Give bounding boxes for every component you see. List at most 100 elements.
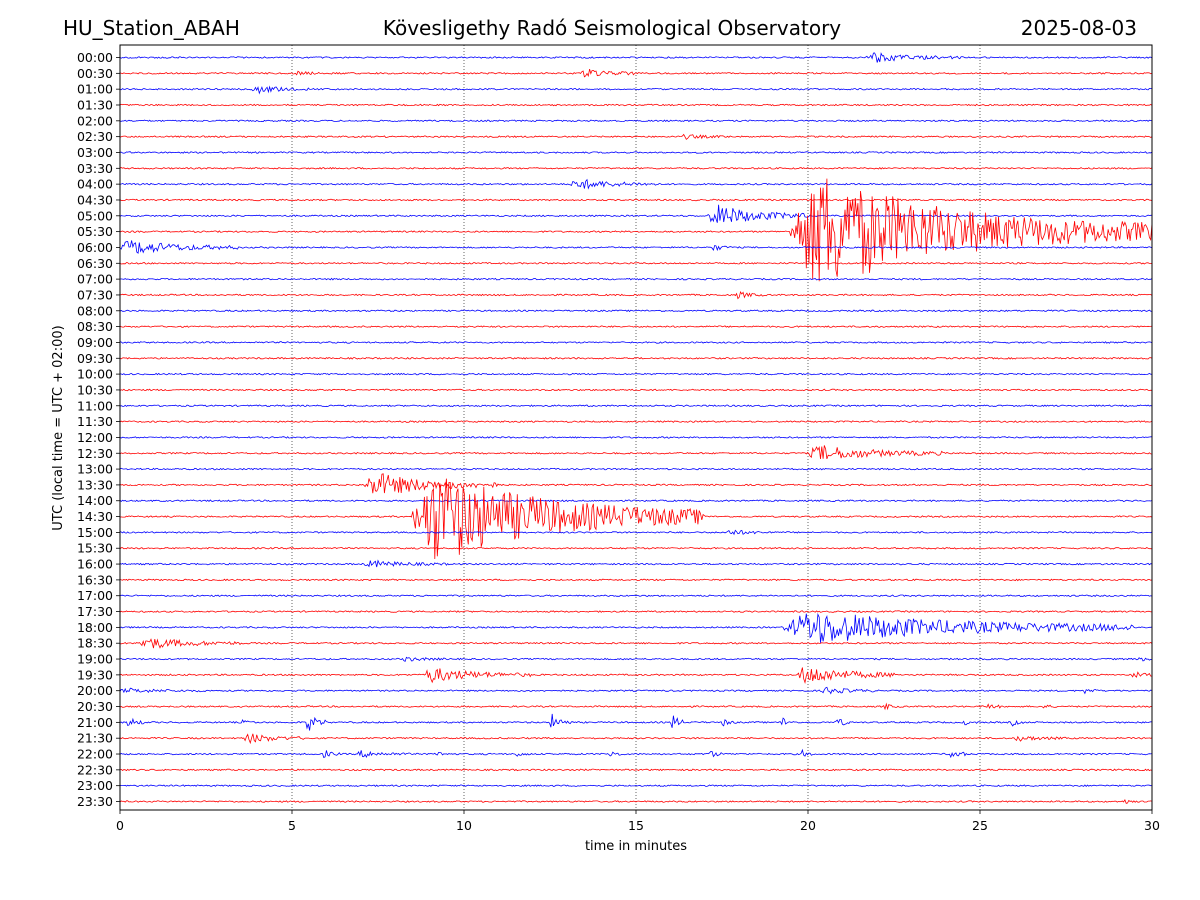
x-axis-ticks: 0 5 10 15 20 25 30 — [116, 810, 1160, 833]
y-tick-label: 18:30 — [77, 636, 113, 651]
y-tick-label: 10:00 — [77, 367, 113, 382]
y-tick-label: 06:30 — [77, 256, 113, 271]
trace-1830 — [120, 638, 1153, 649]
y-tick-label: 16:00 — [77, 557, 113, 572]
x-tick-label: 5 — [288, 818, 296, 833]
y-tick-label: 11:00 — [77, 398, 113, 413]
trace-0930 — [119, 356, 1153, 360]
y-tick-label: 22:30 — [77, 762, 113, 777]
trace-1130 — [119, 420, 1153, 423]
y-tick-label: 07:30 — [77, 287, 113, 302]
trace-2030 — [119, 702, 1153, 711]
y-tick-label: 02:00 — [77, 113, 113, 128]
trace-1530 — [119, 546, 1153, 550]
seismic-traces — [119, 52, 1153, 804]
y-tick-label: 11:30 — [77, 414, 113, 429]
y-tick-label: 03:30 — [77, 161, 113, 176]
y-tick-label: 20:30 — [77, 699, 113, 714]
trace-0630 — [119, 262, 1153, 265]
y-tick-label: 08:00 — [77, 303, 113, 318]
y-axis-label: UTC (local time = UTC + 02:00) — [51, 325, 66, 530]
x-tick-label: 10 — [456, 818, 472, 833]
y-tick-label: 14:30 — [77, 509, 113, 524]
trace-1700 — [119, 594, 1153, 597]
y-tick-label: 23:00 — [77, 778, 113, 793]
trace-0500 — [119, 204, 1153, 223]
y-tick-label: 15:00 — [77, 525, 113, 540]
trace-0230 — [119, 133, 1153, 140]
y-tick-label: 21:30 — [77, 731, 113, 746]
trace-0730 — [119, 291, 1153, 300]
x-tick-label: 20 — [800, 818, 816, 833]
y-tick-label: 21:00 — [77, 715, 113, 730]
trace-1630 — [119, 578, 1153, 582]
trace-1030 — [119, 388, 1153, 392]
y-axis-ticks: 00:0000:3001:0001:3002:0002:3003:0003:30… — [77, 50, 120, 809]
trace-1800 — [119, 612, 1153, 643]
y-tick-label: 05:00 — [77, 208, 113, 223]
trace-0530 — [119, 178, 1153, 282]
trace-2200 — [119, 748, 1153, 759]
x-axis-label: time in minutes — [585, 839, 687, 854]
y-tick-label: 10:30 — [77, 382, 113, 397]
y-tick-label: 13:30 — [77, 477, 113, 492]
y-tick-label: 05:30 — [77, 224, 113, 239]
y-tick-label: 07:00 — [77, 272, 113, 287]
trace-1300 — [119, 467, 1153, 471]
trace-0330 — [119, 167, 1153, 170]
y-tick-label: 16:30 — [77, 572, 113, 587]
trace-2230 — [120, 768, 1153, 772]
trace-1430 — [119, 478, 1153, 560]
trace-1400 — [119, 499, 1153, 503]
trace-0300 — [119, 151, 1153, 154]
trace-0900 — [119, 341, 1153, 344]
trace-1100 — [119, 404, 1153, 408]
y-tick-label: 00:00 — [77, 50, 113, 65]
trace-2000 — [119, 686, 1153, 695]
y-tick-label: 22:00 — [77, 747, 113, 762]
trace-0000 — [119, 52, 1153, 63]
trace-0200 — [119, 119, 1153, 123]
y-tick-label: 12:30 — [77, 446, 113, 461]
x-tick-label: 25 — [972, 818, 988, 833]
y-tick-label: 19:30 — [77, 667, 113, 682]
y-tick-label: 09:30 — [77, 351, 113, 366]
y-tick-label: 01:30 — [77, 97, 113, 112]
trace-1330 — [119, 473, 1153, 494]
x-tick-label: 0 — [116, 818, 124, 833]
y-tick-label: 09:00 — [77, 335, 113, 350]
station-title: HU_Station_ABAH — [63, 16, 240, 40]
y-tick-label: 20:00 — [77, 683, 113, 698]
trace-1230 — [119, 445, 1153, 460]
trace-0830 — [119, 325, 1153, 328]
y-tick-label: 06:00 — [77, 240, 113, 255]
y-tick-label: 03:00 — [77, 145, 113, 160]
y-tick-label: 18:00 — [77, 620, 113, 635]
x-tick-label: 30 — [1144, 818, 1160, 833]
trace-1000 — [119, 372, 1153, 376]
y-tick-label: 04:00 — [77, 177, 113, 192]
observatory-title: Kövesligethy Radó Seismological Observat… — [383, 16, 841, 40]
y-tick-label: 14:00 — [77, 493, 113, 508]
y-tick-label: 02:30 — [77, 129, 113, 144]
trace-0600 — [119, 240, 1153, 254]
y-tick-label: 15:30 — [77, 541, 113, 556]
trace-2130 — [119, 733, 1153, 745]
y-tick-label: 00:30 — [77, 66, 113, 81]
y-tick-label: 04:30 — [77, 192, 113, 207]
trace-1900 — [119, 656, 1153, 663]
y-tick-label: 19:00 — [77, 652, 113, 667]
date-title: 2025-08-03 — [1021, 16, 1137, 40]
y-tick-label: 01:00 — [77, 82, 113, 97]
trace-0030 — [119, 68, 1153, 78]
trace-1600 — [119, 559, 1153, 568]
trace-2300 — [119, 784, 1153, 787]
trace-0400 — [119, 178, 1153, 190]
x-tick-label: 15 — [628, 818, 644, 833]
trace-0100 — [119, 85, 1153, 95]
trace-2330 — [119, 799, 1153, 804]
y-tick-label: 08:30 — [77, 319, 113, 334]
vertical-gridlines — [291, 45, 981, 810]
y-tick-label: 17:00 — [77, 588, 113, 603]
